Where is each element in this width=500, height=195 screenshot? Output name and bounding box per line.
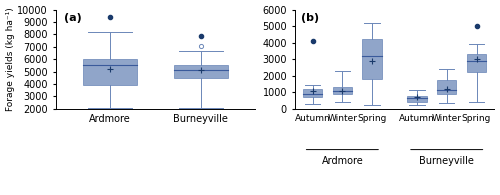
FancyBboxPatch shape [407,96,426,102]
FancyBboxPatch shape [467,54,486,72]
FancyBboxPatch shape [174,65,228,78]
FancyBboxPatch shape [303,89,322,97]
FancyBboxPatch shape [437,80,456,94]
Text: Ardmore: Ardmore [322,156,363,166]
FancyBboxPatch shape [362,39,382,79]
Text: Burneyville: Burneyville [420,156,474,166]
Y-axis label: Forage yields (kg ha⁻¹): Forage yields (kg ha⁻¹) [6,7,15,111]
Text: (b): (b) [300,12,318,23]
FancyBboxPatch shape [83,58,138,85]
Text: (a): (a) [64,12,82,23]
FancyBboxPatch shape [332,87,352,94]
